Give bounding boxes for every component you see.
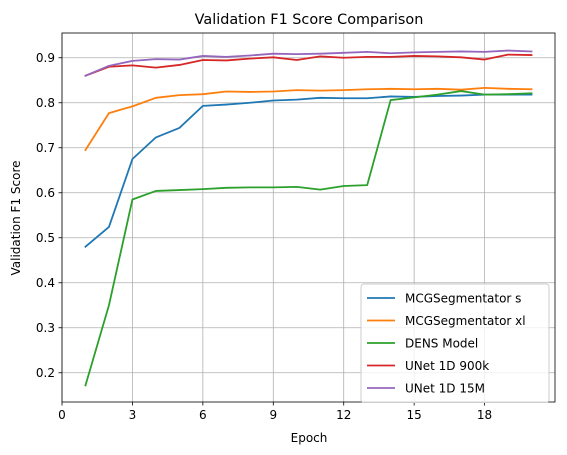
x-tick-label: 3 <box>129 408 137 422</box>
y-tick-label: 0.5 <box>36 231 55 245</box>
series-line-5 <box>84 49 533 77</box>
x-tick-label: 0 <box>58 408 66 422</box>
y-tick-label: 0.6 <box>36 186 55 200</box>
legend-entry-label: UNet 1D 900k <box>405 359 489 373</box>
y-tick-label: 0.9 <box>36 51 55 65</box>
series-line-4 <box>84 53 533 77</box>
x-tick-label: 15 <box>407 408 422 422</box>
plot-frame <box>61 32 556 403</box>
x-axis-label: Epoch <box>291 431 328 445</box>
x-tick-label: 12 <box>336 408 351 422</box>
series-line-1 <box>84 93 533 249</box>
legend-entry-label: DENS Model <box>405 336 478 350</box>
legend: MCGSegmentator s MCGSegmentator xl DENS Mo… <box>360 283 550 403</box>
x-tick-label: 18 <box>477 408 492 422</box>
legend-entry-label: MCGSegmentator xl <box>405 314 526 328</box>
y-tick-label: 0.7 <box>36 141 55 155</box>
y-tick-label: 0.3 <box>36 321 55 335</box>
y-tick-label: 0.2 <box>36 366 55 380</box>
x-tick-label: 6 <box>199 408 207 422</box>
legend-entry-label: UNet 1D 15M <box>405 381 485 395</box>
legend-entry-label: MCGSegmentator s <box>405 291 521 305</box>
chart-title: Validation F1 Score Comparison <box>195 12 424 28</box>
x-tick-label: 9 <box>269 408 277 422</box>
legend-box <box>360 283 550 403</box>
y-tick-label: 0.8 <box>36 96 55 110</box>
series-layer <box>84 49 533 387</box>
y-axis-label: Validation F1 Score <box>9 160 23 275</box>
tick-layer: 0 3 6 9 12 15 18 0.2 0.3 0.4 0.5 0.6 0.7 0.8 0.9 <box>36 51 492 422</box>
y-tick-label: 0.4 <box>36 276 55 290</box>
series-line-2 <box>84 87 533 152</box>
series-line-3 <box>84 90 533 387</box>
